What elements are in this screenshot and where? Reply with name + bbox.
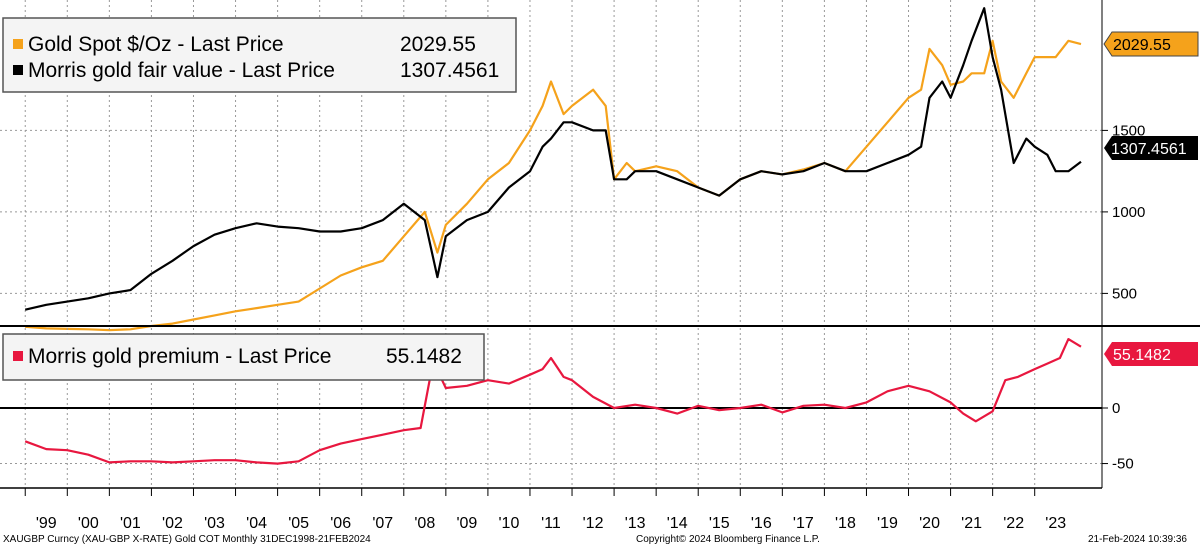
legend-fair-swatch [13,65,23,75]
y-tick-label-top: 500 [1112,285,1137,302]
legend-gold-swatch [13,39,23,49]
legend-bottom-box [2,333,485,381]
legend-top-box [2,17,517,93]
legend-gold-value: 2029.55 [400,33,476,56]
x-tick-label: '19 [877,515,898,532]
legend-gold-label: Gold Spot $/Oz - Last Price [28,33,284,56]
badge-gold-text: 2029.55 [1113,37,1171,54]
top-y-tick-labels: 500 1000 1500 [1102,122,1145,302]
series-premium-line [24,338,1082,465]
x-tick-label: '15 [709,515,730,532]
x-tick-label: '07 [372,515,393,532]
x-tick-label: '02 [162,515,183,532]
x-tick-label: '06 [330,515,351,532]
y-tick-label-top: 1000 [1112,204,1145,221]
x-tick-label: '17 [793,515,814,532]
legend-premium-value: 55.1482 [386,345,462,368]
x-tick-label: '23 [1045,515,1066,532]
badge-premium: 55.1482 [1104,342,1198,366]
x-tick-label: '12 [583,515,604,532]
legend-premium-label: Morris gold premium - Last Price [28,345,331,368]
x-tick-label: '04 [246,515,267,532]
x-tick-label: '01 [120,515,141,532]
badge-fair-shape [1104,136,1198,160]
x-tick-label: '03 [204,515,225,532]
footer-center: Copyright© 2024 Bloomberg Finance L.P. [636,534,820,545]
x-tick-label: '00 [78,515,99,532]
x-tick-label: '99 [36,515,57,532]
badge-premium-shape [1104,342,1198,366]
x-tick-label: '16 [751,515,772,532]
x-tick-label: '20 [919,515,940,532]
y-tick-label-top: 1500 [1112,122,1145,139]
x-tick-label: '05 [288,515,309,532]
x-tick-label: '09 [456,515,477,532]
badge-fair: 1307.4561 [1104,136,1198,160]
x-tick-label: '11 [541,515,561,532]
y-tick-label-bottom: 0 [1112,400,1120,417]
legend-fair-value: 1307.4561 [400,59,499,82]
top-panel: 500 1000 1500 [0,0,1145,332]
legend-fair-label: Morris gold fair value - Last Price [28,59,335,82]
top-gridlines [0,0,1102,326]
legend-premium-swatch [13,351,23,361]
x-tick-label: '10 [499,515,520,532]
top-series-lines [24,7,1082,332]
x-axis: '99 '00 '01 '02 '03 '04 '05 '06 '07 '08 '09 '10 '11 '… [24,488,1066,532]
x-tick-label: '13 [625,515,646,532]
y-tick-label-bottom: -50 [1112,456,1134,473]
badge-gold-shape [1103,31,1199,57]
bottom-y-tick-labels: -50 0 [1102,400,1134,473]
badge-gold: 2029.55 [1103,31,1199,57]
series-fair-value-line [24,7,1082,311]
footer-left: XAUGBP Curncy (XAU-GBP X-RATE) Gold COT … [3,534,371,545]
legend-top: Gold Spot $/Oz - Last Price 2029.55 Morr… [2,17,517,93]
series-gold-spot-line [25,39,1082,332]
x-tick-label: '21 [961,515,982,532]
x-tick-label: '14 [667,515,688,532]
footer-right: 21-Feb-2024 10:39:36 [1088,534,1187,545]
legend-bottom: Morris gold premium - Last Price 55.1482 [2,333,485,381]
badge-premium-text: 55.1482 [1113,347,1171,364]
x-tick-label: '08 [414,515,435,532]
badge-fair-text: 1307.4561 [1111,141,1187,158]
x-tick-label: '22 [1003,515,1024,532]
x-tick-label: '18 [835,515,856,532]
bottom-series-lines [24,338,1082,465]
